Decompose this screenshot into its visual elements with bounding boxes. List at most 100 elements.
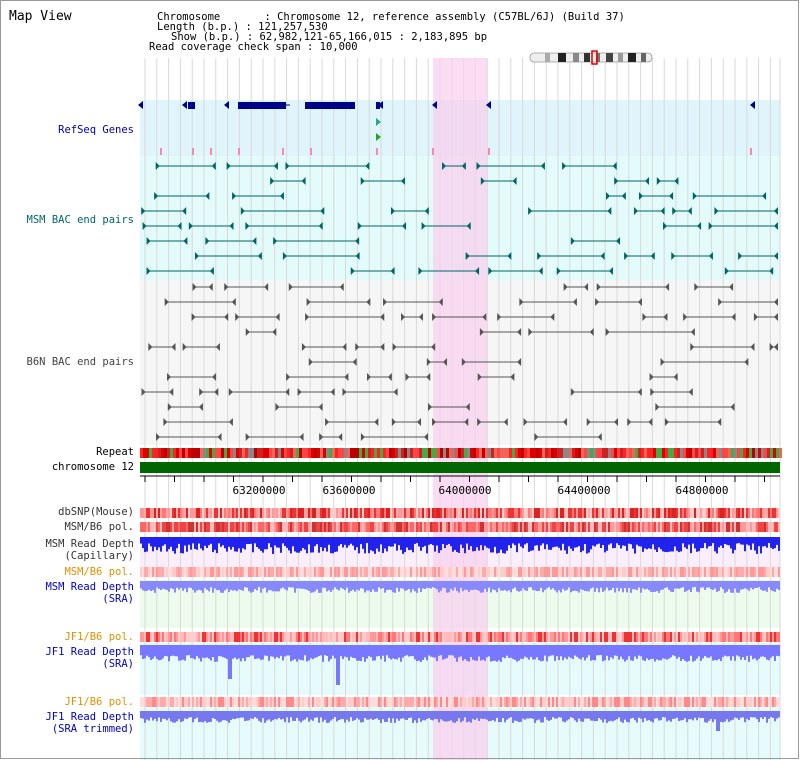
heat-cell — [258, 567, 260, 577]
depth-bar — [176, 711, 178, 722]
heat-cell — [226, 508, 228, 518]
depth-bar — [392, 645, 394, 659]
msm-bac-end-pairs-track[interactable] — [141, 162, 778, 275]
heat-cell — [560, 567, 562, 577]
repeat-segment — [407, 448, 410, 458]
jf1-read-depth-sra-label[interactable]: JF1 Read Depth — [45, 646, 134, 658]
heat-cell — [760, 508, 762, 518]
gene-exon[interactable] — [188, 102, 195, 109]
bac-end-marker — [338, 433, 343, 441]
heat-cell — [560, 508, 562, 518]
b6n-bac-end-pairs-track[interactable] — [141, 283, 778, 441]
heat-cell — [742, 522, 744, 532]
depth-bar — [376, 537, 378, 549]
depth-bar — [416, 645, 418, 662]
heat-cell — [442, 697, 444, 707]
gene-marker[interactable] — [182, 101, 187, 109]
heat-cell — [552, 567, 554, 577]
jf1-b6-pol-label[interactable]: JF1/B6 pol. — [64, 631, 134, 643]
depth-bar — [548, 581, 550, 588]
gene-exon[interactable] — [305, 102, 355, 109]
heat-cell — [448, 567, 450, 577]
refseq-genes-track[interactable] — [138, 101, 755, 155]
heat-cell — [712, 697, 714, 707]
gene-marker[interactable] — [432, 101, 437, 109]
depth-bar — [510, 537, 512, 549]
heat-cell — [432, 632, 434, 642]
gene-marker[interactable] — [750, 101, 755, 109]
repeat-segment — [230, 448, 233, 458]
depth-bar — [162, 537, 164, 546]
refseq-genes-label[interactable]: RefSeq Genes — [58, 124, 134, 136]
repeat-segment — [275, 448, 278, 458]
depth-bar — [754, 581, 756, 589]
depth-bar — [702, 537, 704, 549]
heat-cell — [324, 697, 326, 707]
bac-end-marker — [330, 388, 335, 396]
gene-marker[interactable] — [486, 101, 491, 109]
depth-bar — [148, 581, 150, 590]
heat-cell — [438, 632, 440, 642]
polymorphism-and-depth-tracks[interactable] — [140, 508, 780, 731]
heat-cell — [696, 508, 698, 518]
dbsnp-label[interactable]: dbSNP(Mouse) — [58, 506, 134, 518]
depth-bar — [418, 711, 420, 719]
heat-cell — [250, 697, 252, 707]
depth-bar — [428, 711, 430, 719]
heat-cell — [252, 522, 254, 532]
jf1-read-depth-trim-label[interactable]: JF1 Read Depth — [45, 711, 134, 723]
msm-read-depth-sra-label[interactable]: MSM Read Depth — [45, 581, 134, 593]
heat-cell — [226, 522, 228, 532]
repeat-segment — [335, 448, 338, 458]
heat-cell — [424, 697, 426, 707]
depth-bar — [660, 711, 662, 721]
gene-marker[interactable] — [376, 118, 381, 126]
repeat-segment — [773, 448, 776, 458]
depth-bar — [248, 645, 250, 658]
heat-cell — [498, 697, 500, 707]
heat-cell — [450, 508, 452, 518]
depth-bar — [318, 537, 320, 553]
heat-cell — [414, 697, 416, 707]
gene-exon[interactable] — [376, 102, 380, 109]
depth-bar — [616, 645, 618, 656]
gene-marker[interactable] — [376, 133, 381, 141]
gene-marker[interactable] — [378, 101, 383, 109]
heat-cell — [626, 567, 628, 577]
msm-b6-pol-label[interactable]: MSM/B6 pol. — [64, 521, 134, 533]
chromosome-bar[interactable] — [140, 462, 780, 473]
heat-cell — [602, 632, 604, 642]
repeat-track[interactable] — [140, 448, 782, 458]
depth-bar — [566, 537, 568, 554]
msm-bac-label[interactable]: MSM BAC end pairs — [26, 214, 134, 226]
chromosome-ideogram[interactable] — [529, 50, 653, 65]
b6n-bac-label[interactable]: B6N BAC end pairs — [26, 356, 134, 368]
repeat-segment — [725, 448, 728, 458]
heat-cell — [140, 522, 142, 532]
depth-bar — [304, 711, 306, 720]
repeat-segment — [365, 448, 368, 458]
depth-bar — [300, 581, 302, 589]
heat-cell — [150, 508, 152, 518]
depth-bar — [752, 581, 754, 590]
depth-bar — [488, 537, 490, 549]
bac-end-marker — [366, 373, 371, 381]
heat-cell — [196, 632, 198, 642]
gene-marker[interactable] — [224, 101, 229, 109]
msm-b6-pol-sra-label[interactable]: MSM/B6 pol. — [64, 566, 134, 578]
repeat-segment — [458, 448, 461, 458]
highlight-region[interactable] — [433, 58, 487, 760]
gene-marker[interactable] — [138, 101, 143, 109]
heat-cell — [388, 522, 390, 532]
heat-cell — [364, 697, 366, 707]
jf1-b6-pol-trim-label[interactable]: JF1/B6 pol. — [64, 696, 134, 708]
repeat-segment — [620, 448, 623, 458]
depth-bar — [450, 645, 452, 656]
heat-cell — [416, 632, 418, 642]
repeat-segment — [488, 448, 491, 458]
heat-cell — [456, 632, 458, 642]
depth-bar — [210, 537, 212, 544]
msm-read-depth-cap-label[interactable]: MSM Read Depth — [45, 538, 134, 550]
heat-cell — [690, 522, 692, 532]
